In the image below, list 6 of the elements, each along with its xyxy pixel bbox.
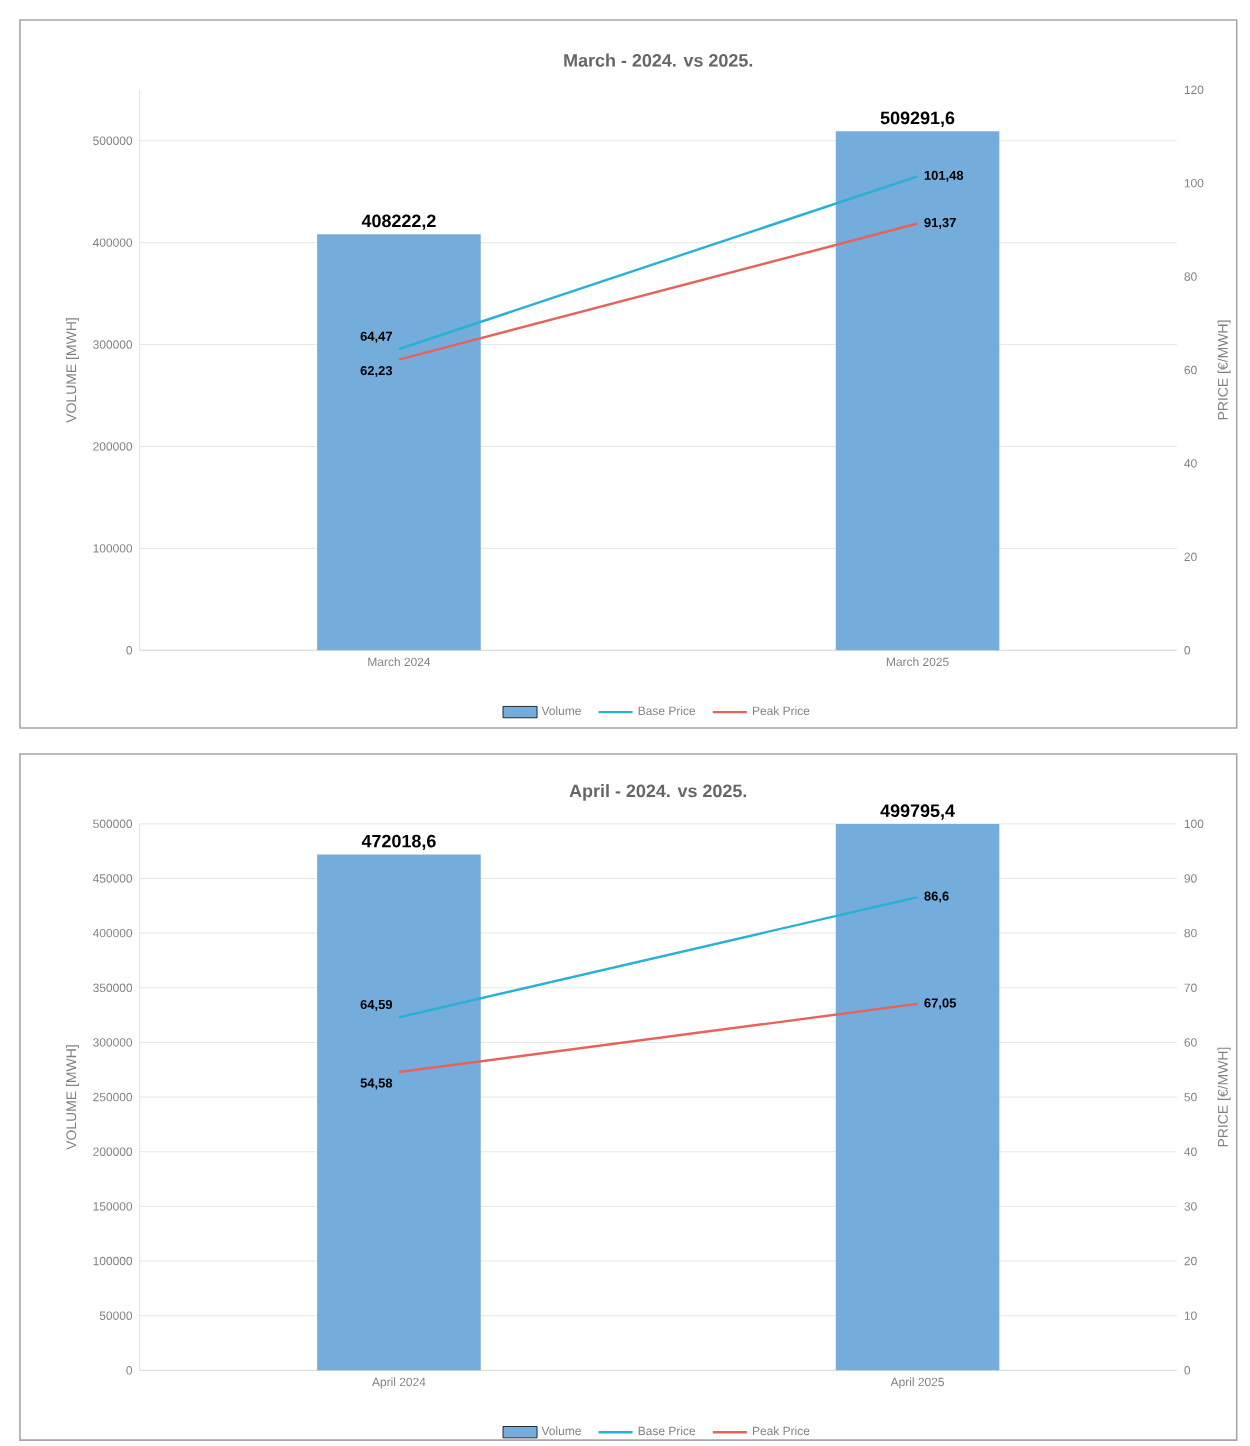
chart-title: April - 2024. vs 2025. — [569, 784, 746, 801]
chart-title: March - 2024. vs 2025. — [563, 53, 752, 67]
data-label: 408222,2 — [361, 214, 436, 230]
data-label: 472018,6 — [361, 834, 436, 851]
data-label: 509291,6 — [880, 111, 954, 127]
data-label: 499795,4 — [880, 804, 955, 820]
